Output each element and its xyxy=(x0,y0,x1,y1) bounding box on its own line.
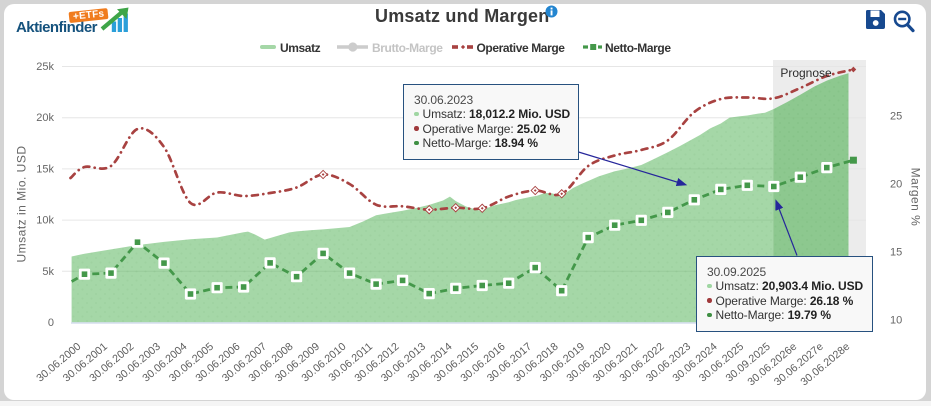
svg-text:20: 20 xyxy=(890,179,902,191)
svg-text:10k: 10k xyxy=(36,215,54,227)
svg-text:20k: 20k xyxy=(36,112,54,124)
svg-text:Margen %: Margen % xyxy=(909,168,923,227)
svg-text:25k: 25k xyxy=(36,61,54,73)
svg-text:10: 10 xyxy=(890,315,902,327)
svg-text:15k: 15k xyxy=(36,163,54,175)
svg-text:5k: 5k xyxy=(42,266,54,278)
svg-text:25: 25 xyxy=(890,111,902,123)
svg-text:Prognose: Prognose xyxy=(780,66,832,80)
svg-text:Umsatz in Mio. USD: Umsatz in Mio. USD xyxy=(15,145,29,262)
svg-text:0: 0 xyxy=(48,317,54,329)
svg-text:15: 15 xyxy=(890,247,902,259)
